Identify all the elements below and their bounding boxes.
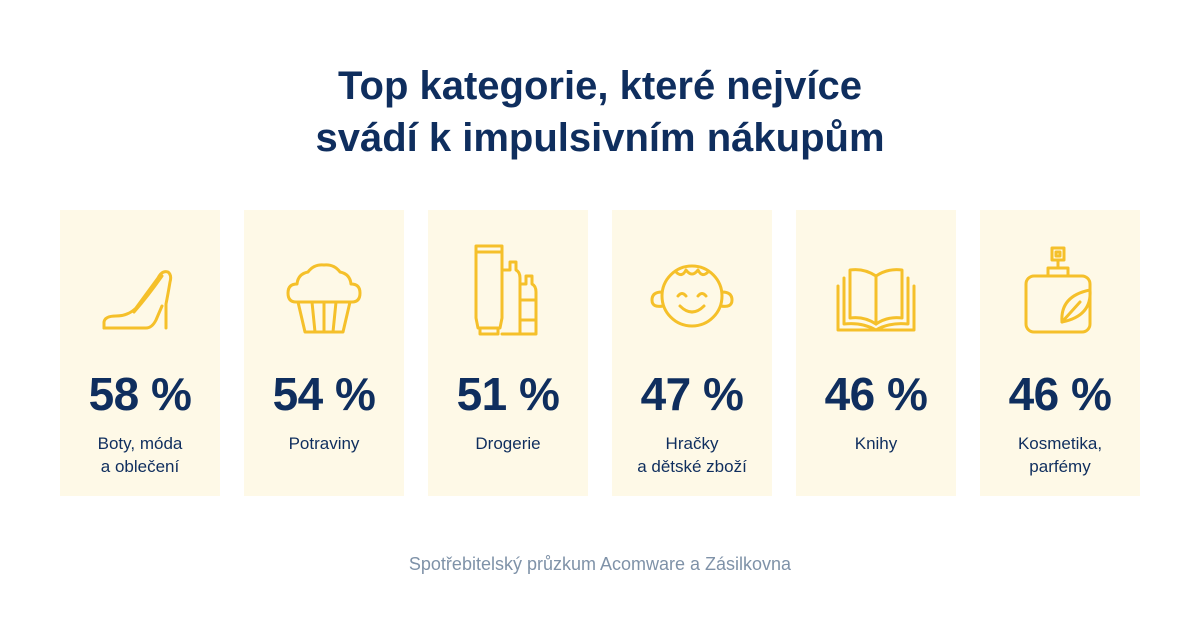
category-percent: 47 % <box>640 368 744 420</box>
category-label-line-1: Knihy <box>854 434 898 453</box>
category-label-line-1: Kosmetika, <box>1017 434 1103 453</box>
page-title: Top kategorie, které nejvíce svádí k imp… <box>0 60 1200 164</box>
category-card-food: 54 % Potraviny <box>244 210 404 496</box>
category-percent: 46 % <box>1008 368 1112 420</box>
muffin-icon <box>274 240 374 340</box>
category-label-line-2: a oblečení <box>100 457 180 476</box>
category-percent: 58 % <box>88 368 192 420</box>
title-line-2: svádí k impulsivním nákupům <box>315 116 885 160</box>
category-label: Kosmetika, parfémy <box>980 432 1140 478</box>
open-book-icon <box>826 240 926 340</box>
category-card-toys: 47 % Hračky a dětské zboží <box>612 210 772 496</box>
category-card-shoes: 58 % Boty, móda a oblečení <box>60 210 220 496</box>
category-card-drugstore: 51 % Drogerie <box>428 210 588 496</box>
title-line-1: Top kategorie, které nejvíce <box>338 64 862 108</box>
source-note: Spotřebitelský průzkum Acomware a Zásilk… <box>408 554 792 574</box>
category-label-line-1: Potraviny <box>288 434 360 453</box>
category-label: Drogerie <box>428 432 588 455</box>
category-label-line-1: Hračky <box>665 434 719 453</box>
category-percent: 46 % <box>824 368 928 420</box>
high-heel-shoe-icon <box>90 240 190 340</box>
category-percent: 54 % <box>272 368 376 420</box>
category-percent: 51 % <box>456 368 560 420</box>
category-label: Potraviny <box>244 432 404 455</box>
child-face-icon <box>642 240 742 340</box>
category-card-cosmetics: 46 % Kosmetika, parfémy <box>980 210 1140 496</box>
category-cards: 58 % Boty, móda a oblečení 54 % Potravin… <box>60 210 1140 496</box>
category-label: Boty, móda a oblečení <box>60 432 220 478</box>
category-label: Knihy <box>796 432 956 455</box>
category-label-line-2: parfémy <box>1029 457 1091 476</box>
perfume-bottle-icon <box>1010 240 1110 340</box>
category-label: Hračky a dětské zboží <box>612 432 772 478</box>
category-card-books: 46 % Knihy <box>796 210 956 496</box>
category-label-line-2: a dětské zboží <box>637 457 747 476</box>
category-label-line-1: Boty, móda <box>97 434 183 453</box>
cosmetic-bottles-icon <box>458 240 558 340</box>
category-label-line-1: Drogerie <box>475 434 541 453</box>
